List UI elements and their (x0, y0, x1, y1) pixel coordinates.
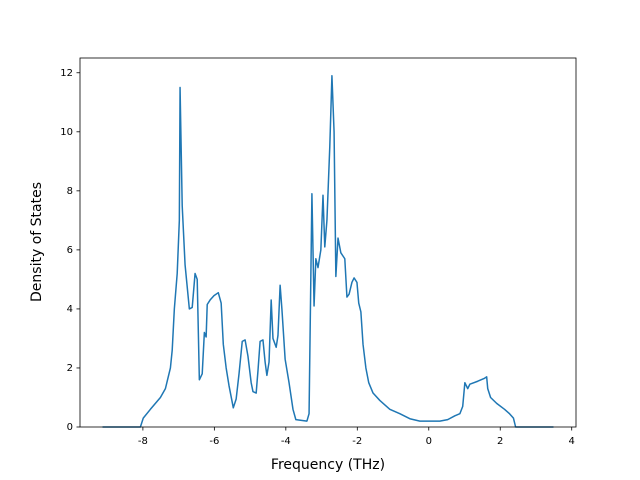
y-tick-label: 12 (60, 68, 73, 79)
y-axis-label: Density of States (29, 182, 45, 302)
y-tick-label: 2 (67, 363, 73, 374)
plot-frame (79, 57, 577, 428)
y-tick-label: 10 (60, 127, 73, 138)
x-tick-label: 2 (497, 436, 503, 447)
dos-line (102, 74, 554, 428)
y-tick-label: 8 (67, 186, 73, 197)
y-tick-label: 4 (67, 304, 73, 315)
y-tick-label: 0 (67, 422, 73, 433)
y-tick-label: 6 (67, 245, 73, 256)
x-tick-label: -4 (281, 436, 291, 447)
x-tick-label: -2 (352, 436, 362, 447)
x-tick-label: 4 (569, 436, 575, 447)
x-tick-label: -6 (209, 436, 219, 447)
x-tick-label: 0 (426, 436, 432, 447)
x-axis-label: Frequency (THz) (271, 457, 385, 473)
x-tick-label: -8 (138, 436, 148, 447)
